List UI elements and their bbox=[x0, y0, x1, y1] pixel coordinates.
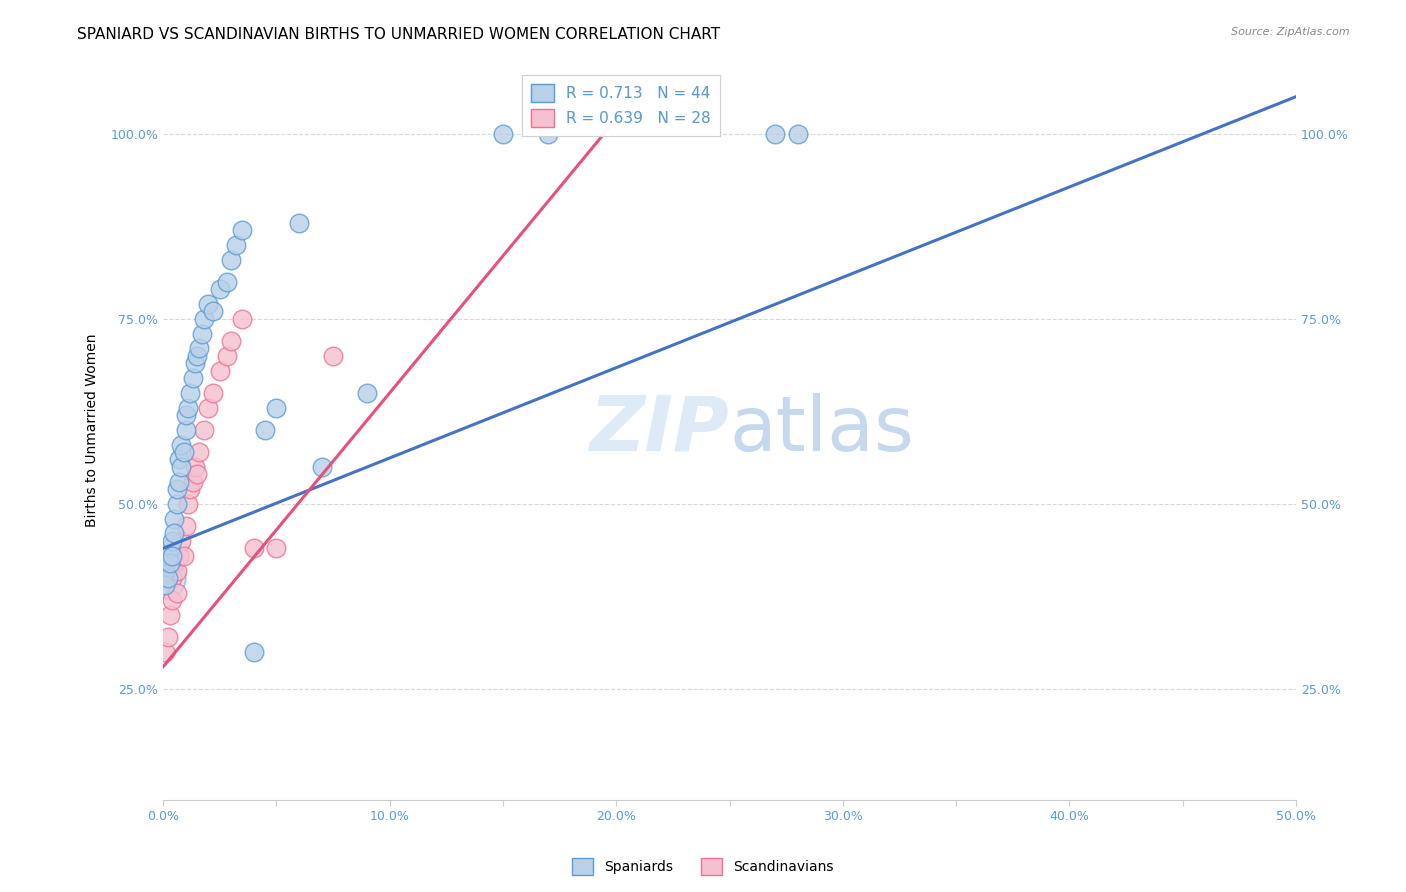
Point bbox=[201, 385, 224, 400]
Point bbox=[181, 475, 204, 489]
Point bbox=[177, 401, 200, 415]
Point bbox=[174, 423, 197, 437]
Legend: R = 0.713   N = 44, R = 0.639   N = 28: R = 0.713 N = 44, R = 0.639 N = 28 bbox=[522, 75, 720, 136]
Point bbox=[184, 356, 207, 370]
Point bbox=[163, 511, 186, 525]
Point bbox=[322, 349, 344, 363]
Point bbox=[208, 363, 231, 377]
Point bbox=[155, 645, 177, 659]
Text: ZIP: ZIP bbox=[591, 392, 730, 467]
Point bbox=[179, 385, 201, 400]
Text: atlas: atlas bbox=[730, 392, 914, 467]
Point bbox=[156, 571, 179, 585]
Point bbox=[166, 482, 188, 496]
Point bbox=[197, 297, 219, 311]
Point bbox=[167, 549, 190, 563]
Point bbox=[225, 237, 247, 252]
Point bbox=[159, 556, 181, 570]
Point bbox=[254, 423, 277, 437]
Point bbox=[170, 459, 193, 474]
Point bbox=[174, 408, 197, 422]
Point bbox=[288, 215, 311, 229]
Point bbox=[156, 630, 179, 644]
Point bbox=[266, 541, 288, 556]
Point bbox=[174, 519, 197, 533]
Text: SPANIARD VS SCANDINAVIAN BIRTHS TO UNMARRIED WOMEN CORRELATION CHART: SPANIARD VS SCANDINAVIAN BIRTHS TO UNMAR… bbox=[77, 27, 720, 42]
Legend: Spaniards, Scandinavians: Spaniards, Scandinavians bbox=[567, 853, 839, 880]
Point bbox=[155, 564, 177, 578]
Point bbox=[160, 593, 183, 607]
Y-axis label: Births to Unmarried Women: Births to Unmarried Women bbox=[86, 333, 100, 526]
Point bbox=[173, 549, 195, 563]
Point bbox=[179, 482, 201, 496]
Point bbox=[188, 342, 211, 356]
Point bbox=[163, 556, 186, 570]
Point bbox=[170, 533, 193, 548]
Point bbox=[763, 127, 786, 141]
Point bbox=[215, 275, 238, 289]
Point bbox=[197, 401, 219, 415]
Point bbox=[219, 252, 242, 267]
Point bbox=[266, 401, 288, 415]
Point bbox=[167, 452, 190, 467]
Point bbox=[160, 533, 183, 548]
Point bbox=[156, 549, 179, 563]
Point bbox=[166, 497, 188, 511]
Point bbox=[231, 311, 253, 326]
Point bbox=[193, 311, 215, 326]
Point bbox=[155, 571, 177, 585]
Point bbox=[166, 585, 188, 599]
Point bbox=[190, 326, 212, 341]
Point bbox=[231, 223, 253, 237]
Point bbox=[163, 526, 186, 541]
Point bbox=[159, 541, 181, 556]
Point bbox=[219, 334, 242, 348]
Point bbox=[186, 467, 208, 482]
Point bbox=[193, 423, 215, 437]
Point bbox=[492, 127, 515, 141]
Point bbox=[177, 497, 200, 511]
Point bbox=[173, 445, 195, 459]
Point bbox=[160, 549, 183, 563]
Point bbox=[186, 349, 208, 363]
Point bbox=[356, 385, 378, 400]
Point bbox=[188, 445, 211, 459]
Point bbox=[201, 304, 224, 318]
Point bbox=[155, 578, 177, 592]
Point bbox=[159, 607, 181, 622]
Point bbox=[170, 437, 193, 451]
Point bbox=[215, 349, 238, 363]
Point bbox=[160, 571, 183, 585]
Point bbox=[311, 459, 333, 474]
Point bbox=[786, 127, 808, 141]
Point bbox=[242, 541, 264, 556]
Point bbox=[208, 282, 231, 296]
Point bbox=[167, 475, 190, 489]
Text: Source: ZipAtlas.com: Source: ZipAtlas.com bbox=[1232, 27, 1350, 37]
Point bbox=[181, 371, 204, 385]
Point bbox=[242, 645, 264, 659]
Point bbox=[166, 564, 188, 578]
Point bbox=[184, 459, 207, 474]
Point bbox=[537, 127, 560, 141]
